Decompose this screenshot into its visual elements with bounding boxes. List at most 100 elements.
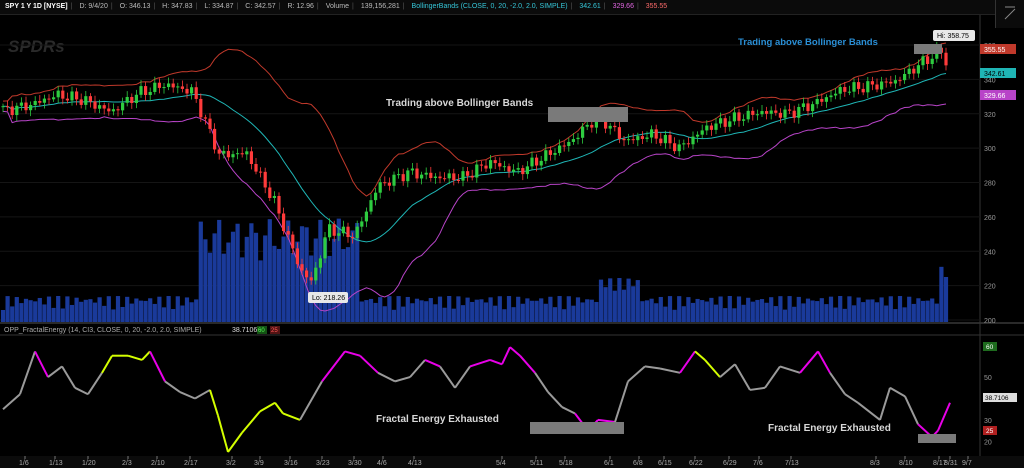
- candle-body: [797, 107, 801, 118]
- date-tick: 3/23: [316, 460, 330, 467]
- candle-body: [415, 168, 419, 179]
- volume-bar: [226, 242, 231, 322]
- study-axis[interactable]: 50403020: [984, 375, 992, 446]
- volume-bar: [437, 296, 443, 322]
- volume-bar: [686, 297, 691, 322]
- candle-body: [944, 52, 948, 66]
- candle-body: [355, 226, 359, 239]
- volume-bar: [769, 297, 774, 322]
- candle-body: [286, 231, 290, 235]
- candle-body: [617, 127, 621, 139]
- candle-body: [180, 86, 184, 89]
- fe-segment: [779, 365, 801, 374]
- fe-segment: [534, 372, 549, 393]
- price-tick: 240: [984, 249, 996, 256]
- study-label[interactable]: BollingerBands (CLOSE, 0, 20, -2.0, 2.0,…: [411, 3, 568, 10]
- candle-body: [516, 168, 520, 170]
- candle-body: [47, 98, 51, 100]
- volume-bar: [447, 296, 452, 322]
- date-tick: 1/20: [82, 460, 96, 467]
- fe-segment: [489, 359, 503, 366]
- candle-body: [65, 98, 69, 101]
- volume-bar: [258, 260, 263, 322]
- volume-bar: [750, 301, 755, 322]
- candle-body: [746, 110, 750, 120]
- volume-bar: [847, 296, 852, 322]
- study-tag-value: 38.7106: [983, 393, 1017, 402]
- volume-bar: [198, 221, 203, 322]
- candle-body: [295, 248, 299, 265]
- chart-corner[interactable]: [995, 0, 1024, 28]
- expand-icon[interactable]: [1004, 6, 1016, 20]
- candle-body: [401, 174, 405, 182]
- volume-bar: [460, 305, 466, 322]
- candle-body: [84, 96, 88, 105]
- candle-body: [521, 168, 525, 175]
- volume-bar: [111, 309, 116, 322]
- candle-body: [470, 175, 474, 178]
- candle-body: [484, 165, 488, 169]
- volume-bar: [677, 296, 682, 322]
- study-tick: 20: [984, 439, 992, 446]
- candle-body: [272, 195, 276, 199]
- candle-body: [318, 258, 322, 268]
- volume-bar: [368, 298, 374, 322]
- date-tick: 4/13: [408, 460, 422, 467]
- volume-bar: [79, 301, 84, 322]
- volume-bar: [506, 296, 512, 322]
- volume-bar: [405, 296, 410, 322]
- volume-bar: [51, 307, 56, 322]
- volume-bar: [88, 299, 93, 322]
- volume-bar: [870, 299, 875, 322]
- volume-bar: [148, 298, 153, 322]
- date-axis[interactable]: 1/6 1/13 1/20 2/3 2/10 2/17 3/2 3/9 3/16 3/23 3/30…: [19, 456, 972, 467]
- volume-bar: [65, 296, 70, 322]
- candle-body: [861, 88, 865, 93]
- candle-body: [852, 82, 856, 92]
- volume-bar: [773, 306, 778, 322]
- candle-body: [213, 128, 217, 150]
- volume-bar: [166, 296, 171, 322]
- fe-segment: [34, 350, 49, 378]
- volume-bar: [433, 304, 438, 322]
- study-title[interactable]: OPP_FractalEnergy (14, CI3, CLOSE, 0, 20…: [4, 327, 202, 334]
- fe-segment: [694, 350, 706, 361]
- volume-bar: [217, 219, 222, 322]
- price-axis[interactable]: 360340320300280260240220200: [984, 43, 996, 325]
- volume-bar: [14, 297, 19, 322]
- fe-segment: [547, 391, 563, 408]
- candle-body: [507, 166, 511, 172]
- fe-segment: [61, 365, 76, 389]
- volume-bar: [19, 303, 24, 322]
- volume-bar: [851, 305, 857, 322]
- candle-body: [847, 91, 851, 93]
- fe-segment: [209, 389, 219, 416]
- volume-bar: [410, 303, 415, 322]
- candle-body: [121, 102, 125, 111]
- study-panel[interactable]: [0, 336, 980, 454]
- candle-body: [870, 81, 874, 85]
- volume-bar: [138, 300, 144, 322]
- volume-bar: [755, 299, 760, 322]
- candle-body: [903, 73, 907, 81]
- volume-bar: [355, 223, 360, 322]
- candle-body: [24, 102, 28, 111]
- study-tag-lo-text: 25: [986, 428, 994, 435]
- price-tag-lower-text: 329.66: [984, 93, 1006, 100]
- fe-segment: [19, 351, 36, 395]
- volume-bar: [189, 302, 194, 322]
- candle-body: [33, 100, 37, 106]
- fe-segment: [879, 387, 891, 421]
- volume-bar: [488, 297, 493, 322]
- candle-body: [102, 105, 106, 109]
- volume-bar: [286, 220, 291, 322]
- volume-bar: [451, 308, 456, 322]
- fe-segment: [2, 393, 21, 410]
- candle-body: [544, 150, 548, 161]
- candle-body: [263, 171, 267, 188]
- bb-lower-line: [2, 103, 947, 312]
- volume-bar: [203, 239, 208, 322]
- candle-body: [627, 139, 631, 141]
- symbol-label[interactable]: SPY 1 Y 1D [NYSE]: [5, 3, 68, 10]
